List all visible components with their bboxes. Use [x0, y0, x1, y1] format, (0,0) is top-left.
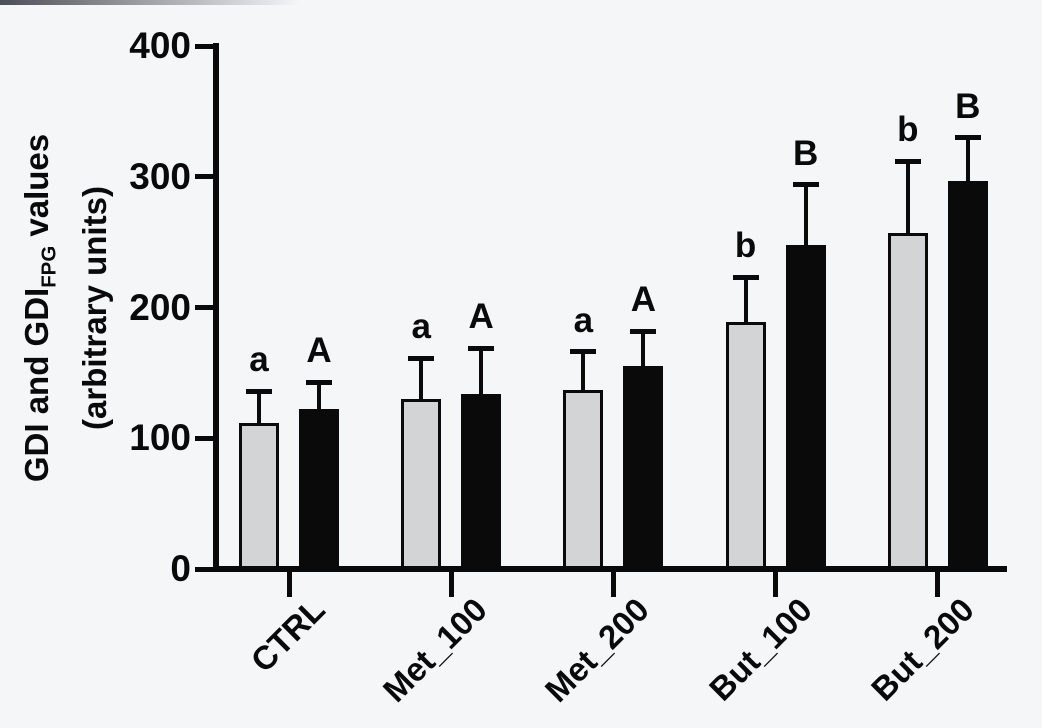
sig-letter-gdi_fpg-but_200: B — [955, 86, 981, 126]
sig-letter-gdi_fpg-met_100: A — [468, 297, 494, 337]
y-axis-tick-0 — [195, 566, 216, 572]
error-bar-cap-gdi_fpg-met_200 — [630, 328, 657, 334]
error-bar-cap-gdi_fpg-but_200 — [954, 135, 981, 141]
y-axis-tick-label-400: 400 — [129, 25, 191, 66]
y-axis-tick-label-300: 300 — [129, 155, 191, 197]
y-axis-tick-label-200: 200 — [129, 286, 191, 328]
x-axis-tick-but_200 — [935, 571, 941, 597]
error-bar-stem-gdi_fpg-met_200 — [641, 331, 646, 369]
y-axis-tick-300 — [195, 174, 216, 180]
bar-gdi_fpg-ctrl — [299, 409, 339, 569]
bar-gdi_fpg-but_200 — [947, 180, 988, 569]
sig-letter-gdi-met_200: a — [573, 300, 594, 340]
x-tick-label-ctrl: CTRL — [243, 590, 332, 680]
error-bar-stem-gdi-met_200 — [581, 351, 586, 392]
sig-letter-gdi-met_100: a — [411, 307, 431, 347]
error-bar-cap-gdi_fpg-ctrl — [306, 379, 332, 385]
error-bar-stem-gdi-but_200 — [905, 161, 910, 235]
y-axis-tick-200 — [195, 305, 216, 310]
error-bar-stem-gdi-but_100 — [743, 277, 748, 324]
error-bar-cap-gdi-met_100 — [408, 355, 435, 361]
error-bar-cap-gdi_fpg-met_100 — [468, 345, 495, 351]
bar-gdi_fpg-but_100 — [785, 244, 826, 569]
error-bar-stem-gdi_fpg-but_200 — [965, 137, 970, 183]
error-bar-cap-gdi_fpg-but_100 — [792, 182, 819, 188]
bar-gdi_fpg-met_100 — [461, 393, 502, 569]
error-bar-stem-gdi-met_100 — [419, 358, 424, 402]
error-bar-stem-gdi_fpg-ctrl — [317, 382, 321, 412]
bar-gdi-but_100 — [725, 321, 766, 569]
sig-letter-gdi-but_100: b — [734, 226, 757, 266]
error-bar-stem-gdi-ctrl — [257, 391, 261, 425]
error-bar-cap-gdi-ctrl — [246, 388, 272, 394]
x-tick-label-but_100: But_100 — [701, 590, 819, 708]
x-tick-label-met_100: Met_100 — [375, 590, 495, 709]
y-axis-line — [213, 43, 219, 572]
bar-gdi-ctrl — [239, 422, 279, 569]
y-axis-tick-400 — [195, 43, 216, 49]
x-axis-line — [213, 566, 1007, 572]
x-axis-tick-but_100 — [773, 571, 779, 597]
error-bar-cap-gdi-but_200 — [894, 158, 921, 164]
sig-letter-gdi-but_200: b — [897, 110, 919, 150]
sig-letter-gdi_fpg-ctrl: A — [306, 331, 332, 371]
x-axis-tick-met_100 — [448, 571, 454, 597]
photo-edge-artifact — [0, 0, 300, 5]
y-axis-tick-100 — [195, 435, 216, 441]
x-tick-label-met_200: Met_200 — [537, 590, 657, 709]
y-axis-tick-label-0: 0 — [170, 548, 191, 589]
bar-gdi-met_200 — [563, 389, 604, 569]
y-axis-tick-label-100: 100 — [129, 417, 191, 459]
error-bar-stem-gdi_fpg-but_100 — [803, 184, 808, 247]
sig-letter-gdi_fpg-met_200: A — [630, 280, 657, 320]
bar-gdi-but_200 — [887, 232, 928, 569]
error-bar-stem-gdi_fpg-met_100 — [479, 348, 484, 396]
sig-letter-gdi-ctrl: a — [249, 340, 269, 380]
error-bar-cap-gdi-but_100 — [732, 274, 759, 280]
error-bar-cap-gdi-met_200 — [570, 349, 597, 355]
x-axis-tick-ctrl — [286, 571, 292, 597]
bar-gdi_fpg-met_200 — [623, 366, 664, 569]
sig-letter-gdi_fpg-but_100: B — [792, 133, 819, 173]
x-axis-tick-met_200 — [610, 571, 616, 597]
bar-gdi-met_100 — [401, 399, 442, 569]
x-tick-label-but_200: But_200 — [863, 590, 981, 708]
